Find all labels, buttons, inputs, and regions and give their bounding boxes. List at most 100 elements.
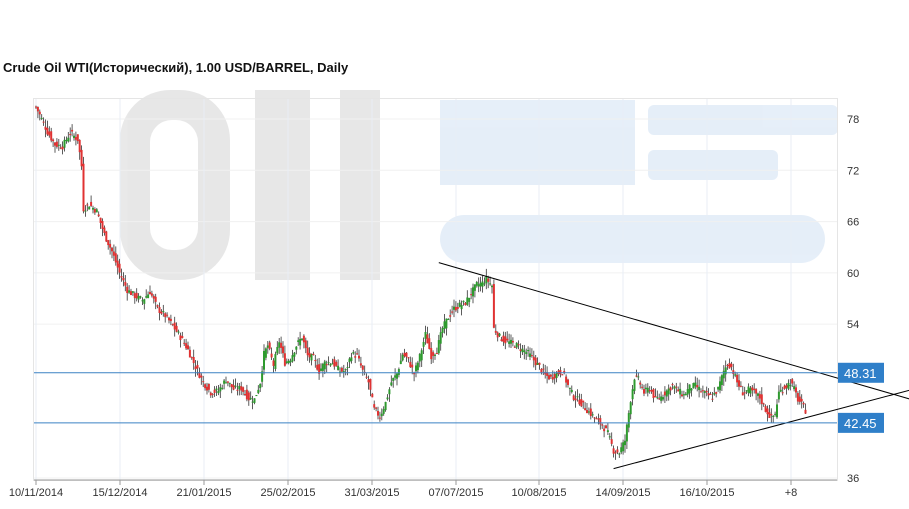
candle-body: [559, 370, 562, 375]
candle-body: [342, 371, 345, 373]
candle-body: [386, 397, 389, 400]
candle-body: [103, 227, 106, 233]
candle-body: [684, 393, 687, 396]
candle-body: [226, 381, 229, 383]
candle-body: [105, 231, 108, 242]
candle-body: [698, 386, 701, 390]
candle-body: [532, 356, 535, 361]
candle-body: [494, 330, 497, 333]
candle-body: [430, 348, 433, 360]
candle-body: [116, 260, 119, 268]
candle-body: [230, 384, 233, 388]
candle-body: [669, 387, 672, 391]
candle-body: [555, 373, 558, 378]
candle-body: [477, 284, 480, 287]
candle-body: [413, 372, 416, 375]
candle-body: [722, 370, 725, 379]
candle-body: [766, 408, 769, 415]
candle-body: [567, 379, 569, 385]
candle-body: [190, 357, 193, 359]
candle-body: [705, 390, 708, 393]
candle-body: [323, 361, 326, 370]
candle-body: [593, 417, 596, 419]
candle-body: [392, 377, 395, 381]
candle-body: [143, 299, 146, 304]
candle-body: [508, 341, 511, 344]
candle-body: [352, 352, 355, 354]
candle-body: [654, 396, 657, 398]
candle-body: [595, 418, 598, 420]
candle-body: [168, 317, 170, 321]
candle-body: [549, 374, 552, 377]
candle-body: [84, 210, 87, 212]
candle-body: [122, 277, 125, 281]
candle-body: [253, 398, 256, 403]
candle-body: [382, 409, 385, 414]
candle-body: [447, 319, 450, 321]
trendline-lower: [613, 389, 909, 470]
candle-body: [639, 382, 642, 385]
x-axis: 10/11/2014 15/12/2014 21/01/2015 25/02/2015…: [9, 479, 837, 499]
candle-body: [605, 425, 607, 429]
candle-body: [38, 111, 41, 115]
x-tick-label: 10/08/2015: [511, 487, 566, 499]
candle-body: [164, 313, 167, 318]
candle-body: [63, 139, 66, 148]
candle-body: [215, 388, 218, 391]
candle-body: [738, 380, 740, 387]
candle-body: [97, 214, 100, 217]
candle-body: [244, 393, 246, 395]
candle-body: [479, 282, 482, 287]
candle-body: [240, 386, 243, 391]
candle-body: [263, 350, 265, 370]
candle-body: [485, 276, 488, 284]
candle-body: [563, 371, 566, 373]
candle-body: [637, 376, 640, 378]
candle-body: [257, 389, 260, 394]
candle-body: [673, 386, 676, 389]
candle-body: [124, 281, 127, 286]
candle-body: [48, 131, 51, 136]
x-tick-label: 16/10/2015: [679, 487, 734, 499]
candle-body: [576, 396, 579, 398]
candle-body: [359, 363, 362, 366]
candle-body: [734, 374, 737, 376]
candle-body: [536, 362, 539, 365]
y-tick-label: 78: [847, 114, 859, 126]
candle-body: [679, 388, 682, 395]
candle-body: [568, 387, 571, 389]
candle-body: [538, 362, 541, 365]
candle-body: [730, 363, 733, 367]
candle-body: [711, 398, 714, 400]
candle-body: [99, 217, 102, 224]
candle-body: [380, 413, 383, 417]
x-tick-label: 21/01/2015: [176, 487, 231, 499]
candle-body: [800, 398, 803, 402]
candle-body: [439, 332, 442, 344]
candle-body: [772, 415, 775, 417]
candle-body: [460, 305, 463, 310]
candle-body: [548, 375, 550, 380]
candle-body: [534, 357, 537, 366]
candle-body: [496, 332, 499, 338]
candle-body: [69, 134, 72, 136]
candle-body: [88, 206, 91, 210]
candle-body: [225, 382, 227, 384]
candle-body: [606, 430, 609, 432]
candle-body: [76, 134, 79, 142]
candle-body: [251, 401, 254, 403]
candle-body: [603, 428, 606, 432]
candle-body: [717, 386, 720, 390]
candle-body: [648, 390, 651, 392]
candle-body: [344, 369, 347, 371]
candle-body: [422, 341, 425, 347]
candle-body: [158, 307, 161, 313]
candle-body: [185, 343, 188, 349]
candle-body: [289, 360, 292, 363]
candle-body: [52, 139, 55, 142]
candle-body: [291, 355, 294, 362]
candle-body: [418, 354, 421, 362]
candle-body: [757, 393, 759, 396]
candle-body: [700, 391, 702, 393]
candle-body: [67, 137, 70, 142]
